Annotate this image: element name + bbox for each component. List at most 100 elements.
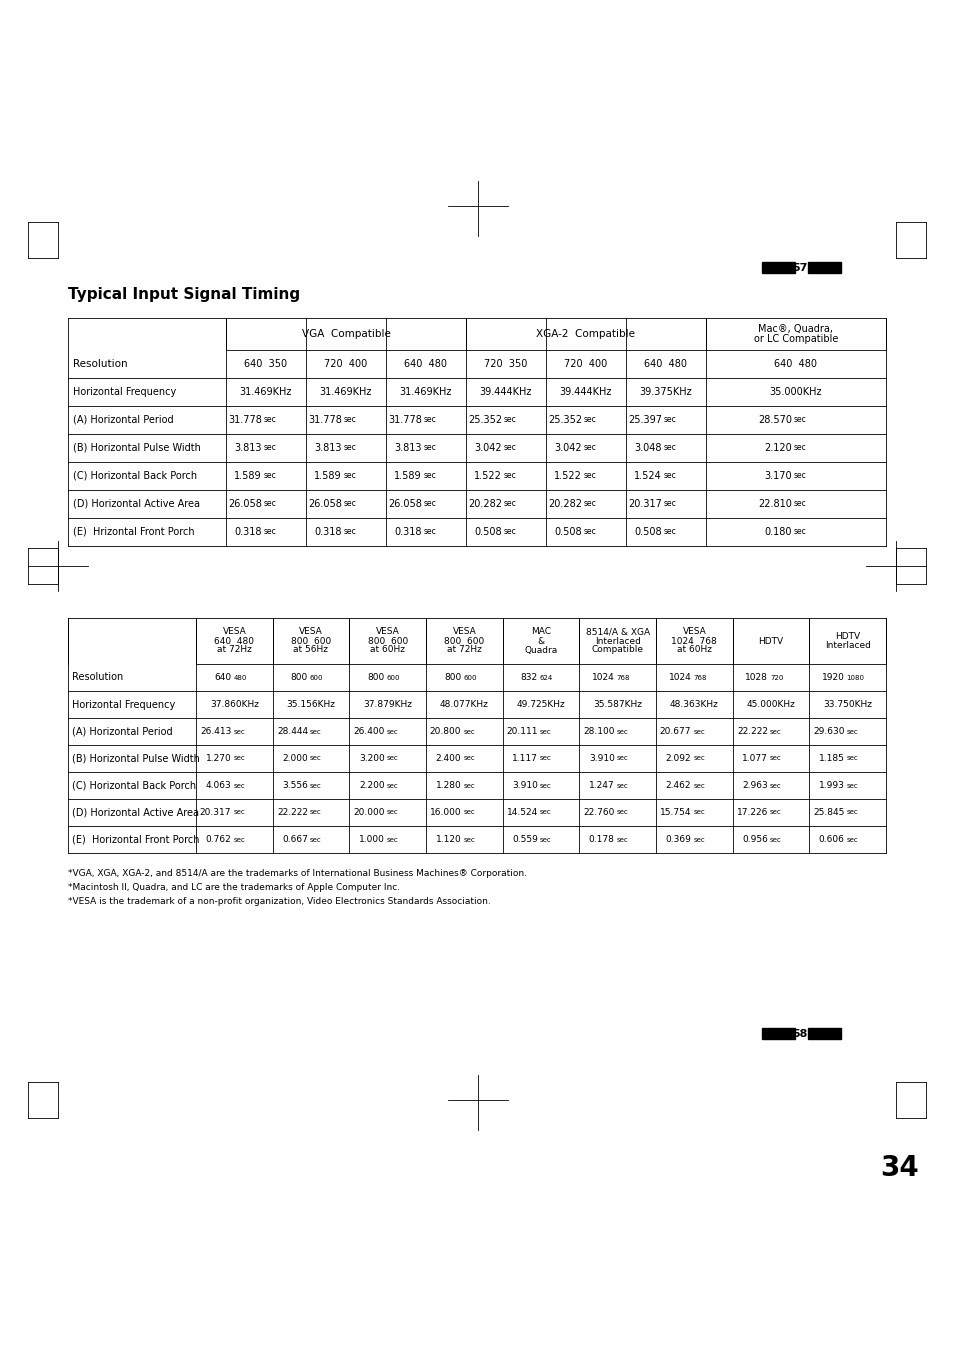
Text: (E)  Hrizontal Front Porch: (E) Hrizontal Front Porch [73, 527, 194, 537]
Text: 25.352: 25.352 [547, 415, 581, 425]
Text: sec: sec [264, 472, 276, 480]
Text: sec: sec [583, 443, 597, 453]
Text: 3.910: 3.910 [512, 781, 537, 790]
Text: Resolution: Resolution [71, 672, 123, 683]
Text: 800  600: 800 600 [291, 637, 331, 645]
Text: sec: sec [233, 810, 245, 815]
Text: 35.587KHz: 35.587KHz [593, 700, 641, 708]
Text: 58: 58 [792, 1029, 807, 1038]
Text: 25.397: 25.397 [627, 415, 661, 425]
Text: at 72Hz: at 72Hz [216, 645, 252, 654]
Text: *VESA is the trademark of a non-profit organization, Video Electronics Standards: *VESA is the trademark of a non-profit o… [68, 896, 490, 906]
Text: XGA-2  Compatible: XGA-2 Compatible [536, 329, 635, 339]
Text: 37.879KHz: 37.879KHz [363, 700, 412, 708]
Text: sec: sec [845, 729, 858, 734]
Text: 48.077KHz: 48.077KHz [439, 700, 488, 708]
Text: sec: sec [793, 499, 806, 508]
Text: 640  480: 640 480 [774, 360, 817, 369]
Text: or LC Compatible: or LC Compatible [753, 334, 838, 343]
Text: 20.111: 20.111 [506, 727, 537, 735]
Text: 26.400: 26.400 [353, 727, 384, 735]
Text: 31.469KHz: 31.469KHz [239, 387, 292, 397]
Text: sec: sec [386, 837, 398, 842]
Text: 640  480: 640 480 [404, 360, 447, 369]
Text: Mac®, Quadra,: Mac®, Quadra, [758, 324, 833, 334]
Text: sec: sec [344, 415, 356, 425]
Text: 1024: 1024 [668, 673, 691, 681]
Text: sec: sec [264, 499, 276, 508]
Text: sec: sec [616, 729, 628, 734]
Text: 2.120: 2.120 [763, 443, 791, 453]
Text: 0.606: 0.606 [818, 836, 843, 844]
Text: 31.778: 31.778 [308, 415, 341, 425]
Text: sec: sec [663, 415, 676, 425]
Text: 720  400: 720 400 [324, 360, 367, 369]
Text: sec: sec [423, 472, 436, 480]
Text: 3.048: 3.048 [634, 443, 661, 453]
Text: sec: sec [463, 810, 475, 815]
Text: sec: sec [616, 810, 628, 815]
Text: 22.810: 22.810 [758, 499, 791, 508]
Text: sec: sec [264, 415, 276, 425]
Text: sec: sec [310, 837, 321, 842]
Text: 768: 768 [693, 675, 706, 680]
Text: sec: sec [233, 783, 245, 788]
Text: Horizontal Frequency: Horizontal Frequency [71, 699, 175, 710]
Text: 1024: 1024 [591, 673, 614, 681]
Text: 800  600: 800 600 [444, 637, 484, 645]
Text: 0.559: 0.559 [512, 836, 537, 844]
Text: sec: sec [463, 783, 475, 788]
Text: sec: sec [845, 756, 858, 761]
Text: 57: 57 [792, 264, 807, 273]
Text: &: & [537, 637, 544, 645]
Text: Horizontal Frequency: Horizontal Frequency [73, 387, 176, 397]
Text: sec: sec [539, 837, 551, 842]
Text: 20.282: 20.282 [468, 499, 501, 508]
Text: sec: sec [386, 729, 398, 734]
Text: sec: sec [769, 810, 781, 815]
Text: 17.226: 17.226 [736, 808, 767, 817]
Text: sec: sec [503, 527, 517, 537]
Text: 3.042: 3.042 [474, 443, 501, 453]
Text: (D) Horizontal Active Area: (D) Horizontal Active Area [71, 807, 199, 818]
Text: at 72Hz: at 72Hz [446, 645, 481, 654]
Text: 20.317: 20.317 [199, 808, 231, 817]
Text: 28.444: 28.444 [276, 727, 308, 735]
Text: Quadra: Quadra [524, 645, 558, 654]
Text: sec: sec [693, 837, 704, 842]
Text: VESA: VESA [681, 627, 705, 637]
Text: at 60Hz: at 60Hz [370, 645, 405, 654]
Text: sec: sec [423, 499, 436, 508]
Text: 0.318: 0.318 [314, 527, 341, 537]
Text: 2.000: 2.000 [282, 754, 308, 763]
Text: (C) Horizontal Back Porch: (C) Horizontal Back Porch [73, 470, 197, 481]
Text: 1.120: 1.120 [436, 836, 461, 844]
Text: 768: 768 [616, 675, 630, 680]
Text: 3.813: 3.813 [234, 443, 262, 453]
Text: 45.000KHz: 45.000KHz [746, 700, 795, 708]
Text: 640  350: 640 350 [244, 360, 287, 369]
Text: sec: sec [583, 415, 597, 425]
Text: 3.910: 3.910 [588, 754, 614, 763]
Text: 31.778: 31.778 [228, 415, 262, 425]
Text: HDTV: HDTV [758, 637, 782, 645]
Text: 0.178: 0.178 [588, 836, 614, 844]
Text: 8514/A & XGA: 8514/A & XGA [585, 627, 649, 637]
Text: sec: sec [693, 756, 704, 761]
Text: HDTV: HDTV [834, 631, 860, 641]
Text: sec: sec [663, 527, 676, 537]
Text: sec: sec [344, 472, 356, 480]
Text: sec: sec [616, 756, 628, 761]
Text: 20.800: 20.800 [430, 727, 461, 735]
Text: sec: sec [503, 499, 517, 508]
Text: 39.375KHz: 39.375KHz [639, 387, 692, 397]
Text: Compatible: Compatible [591, 645, 643, 654]
Text: (A) Horizontal Period: (A) Horizontal Period [73, 415, 173, 425]
Text: 22.222: 22.222 [737, 727, 767, 735]
Text: sec: sec [423, 415, 436, 425]
Text: 800: 800 [367, 673, 384, 681]
Text: 20.317: 20.317 [627, 499, 661, 508]
Text: sec: sec [539, 783, 551, 788]
Text: 35.000KHz: 35.000KHz [769, 387, 821, 397]
Text: 1.000: 1.000 [358, 836, 384, 844]
